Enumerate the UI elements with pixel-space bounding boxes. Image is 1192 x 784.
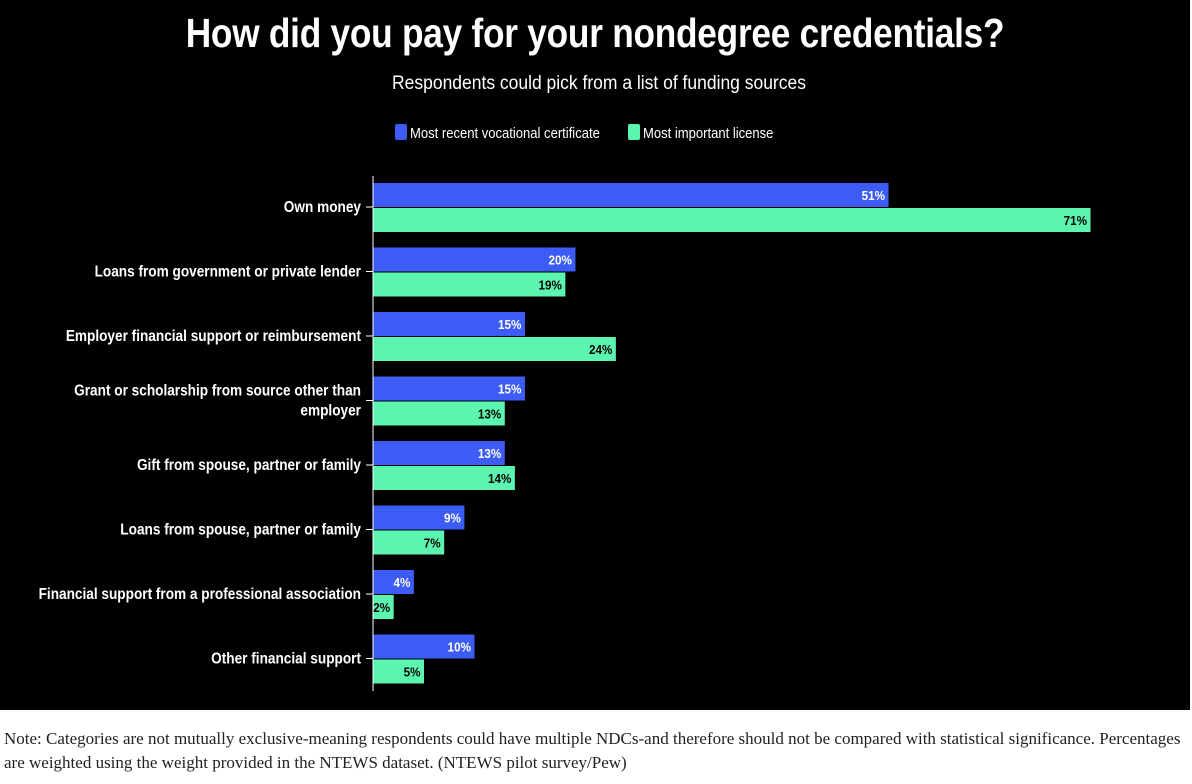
certificate-value-label: 15% [498, 317, 521, 332]
license-bar [373, 659, 424, 684]
category-label: Employer financial support or reimbursem… [66, 328, 361, 345]
license-bar [373, 337, 616, 361]
certificate-bar [373, 183, 889, 207]
chart-note: Note: Categories are not mutually exclus… [4, 729, 1181, 772]
bar-chart: Most recent vocational certificate Most i… [39, 124, 1091, 691]
certificate-bar [373, 312, 525, 336]
certificate-bar [373, 570, 414, 594]
certificate-value-label: 13% [478, 446, 501, 461]
chart-panel: How did you pay for your nondegree crede… [0, 0, 1190, 710]
license-value-label: 19% [538, 278, 561, 293]
license-value-label: 14% [488, 471, 511, 486]
chart-title: How did you pay for your nondegree crede… [185, 10, 1005, 56]
license-value-label: 5% [404, 665, 421, 680]
license-bar [373, 401, 505, 426]
chart-subtitle: Respondents could pick from a list of fu… [392, 73, 806, 94]
license-value-label: 7% [424, 536, 441, 551]
category-label: Grant or scholarship from source other t… [74, 383, 361, 400]
license-value-label: 13% [478, 407, 501, 422]
category-label: Gift from spouse, partner or family [137, 457, 362, 474]
category-label: Own money [284, 199, 362, 216]
license-value-label: 24% [589, 342, 612, 357]
license-bar [373, 272, 566, 297]
license-bar [373, 208, 1091, 232]
certificate-value-label: 15% [498, 382, 521, 397]
license-bar [373, 530, 445, 555]
legend-swatch-2 [628, 124, 640, 140]
certificate-bar [373, 634, 475, 659]
legend-label-1: Most recent vocational certificate [410, 125, 600, 141]
certificate-value-label: 51% [862, 188, 885, 203]
license-bar [373, 466, 515, 490]
certificate-value-label: 10% [448, 640, 471, 655]
certificate-value-label: 4% [393, 575, 410, 590]
legend-swatch-1 [395, 124, 407, 140]
certificate-bar [373, 505, 465, 530]
license-bar [373, 595, 394, 619]
license-value-label: 2% [373, 600, 390, 615]
category-label: Loans from spouse, partner or family [120, 522, 362, 539]
certificate-bar [373, 376, 525, 401]
legend-label-2: Most important license [643, 125, 774, 141]
category-label: Loans from government or private lender [95, 264, 362, 281]
certificate-value-label: 9% [444, 511, 461, 526]
certificate-value-label: 20% [549, 253, 572, 268]
category-label: Other financial support [211, 651, 361, 668]
certificate-bar [373, 247, 576, 272]
license-value-label: 71% [1064, 213, 1087, 228]
category-label: Financial support from a professional as… [39, 586, 361, 603]
certificate-bar [373, 441, 505, 465]
category-label: employer [300, 403, 361, 420]
